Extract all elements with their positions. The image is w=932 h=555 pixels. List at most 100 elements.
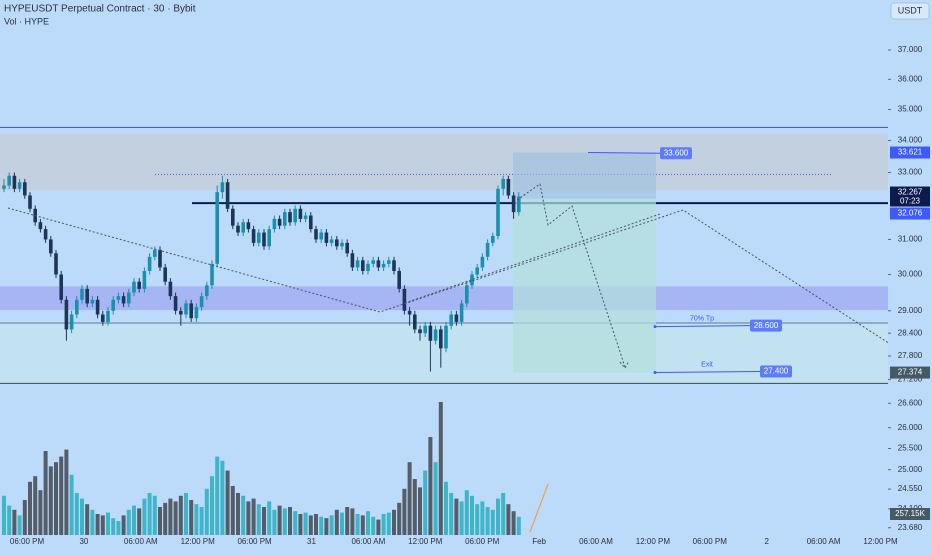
candle-body	[470, 274, 474, 286]
candle-body	[506, 178, 511, 196]
candle-body	[293, 208, 297, 223]
x-tick-label: 06:00 PM	[10, 537, 45, 546]
volume-bar	[246, 501, 251, 535]
volume-bar	[210, 476, 214, 535]
y-tick-label: 26.000	[898, 423, 923, 432]
candle-body	[69, 314, 74, 330]
currency: USDT	[898, 5, 923, 15]
volume-bar	[345, 507, 350, 535]
volume-bar	[152, 495, 157, 535]
volume-bar	[314, 514, 318, 535]
candle-body	[267, 229, 271, 247]
volume-bar	[236, 493, 240, 535]
volume-bar	[319, 516, 324, 535]
overlay: 33.600 28.600 70% Tp 27.400 Exit	[587, 147, 792, 378]
candle-body	[433, 329, 438, 341]
candle-body	[225, 182, 230, 209]
x-tick-label: 2	[764, 537, 769, 546]
x-tick-label: 12:00 PM	[863, 537, 898, 546]
candle-body	[298, 208, 303, 219]
volume-bar	[282, 508, 287, 535]
candle-body	[314, 229, 318, 240]
volume-bar	[54, 462, 58, 535]
volume-bar	[340, 512, 344, 535]
y-tick-label: 30.000	[898, 270, 923, 279]
volume-bar	[59, 456, 64, 535]
candle-body	[205, 285, 209, 297]
candle-body	[277, 218, 282, 226]
volume-bar	[459, 501, 464, 535]
candle-body	[329, 239, 334, 243]
volume-bar	[366, 511, 370, 535]
candle-body	[428, 325, 433, 341]
volume-bar	[516, 516, 521, 535]
price-marker-label: 32.267	[898, 188, 923, 197]
volume-bar	[38, 490, 43, 535]
y-tick-label: 33.000	[898, 168, 923, 177]
volume-bar	[189, 500, 194, 535]
candle-body	[345, 242, 349, 254]
candle-body	[7, 175, 11, 186]
target-connector	[587, 152, 661, 154]
volume-bar	[204, 488, 209, 535]
candle-body	[361, 260, 365, 271]
volume-bar	[475, 504, 480, 535]
candle-body	[28, 195, 32, 209]
volume-bar	[142, 498, 147, 535]
volume-bar	[69, 474, 74, 535]
candle-body	[262, 232, 266, 247]
volume-bar	[329, 515, 334, 535]
volume-bar	[288, 507, 292, 535]
countdown: 07:23	[900, 197, 921, 206]
candle-body	[449, 314, 453, 326]
volume-bar	[22, 500, 27, 535]
candle-body	[215, 192, 219, 264]
volume-bar	[100, 515, 105, 535]
candle-body	[43, 229, 48, 240]
candle-body	[371, 260, 375, 264]
candle-body	[376, 260, 381, 268]
y-tick-label: 27.200	[898, 375, 923, 384]
candle-body	[75, 299, 79, 315]
candle-body	[116, 296, 121, 300]
volume-bar	[381, 514, 386, 535]
volume-bar	[126, 509, 131, 535]
y-tick-label: 35.000	[898, 105, 923, 114]
volume-bar	[386, 512, 391, 535]
x-tick-label: 06:00 AM	[124, 537, 158, 546]
volume-bar	[464, 490, 469, 535]
volume-bar	[376, 519, 381, 535]
candle-body	[309, 215, 313, 230]
candle-body	[423, 325, 427, 334]
volume-bar	[178, 495, 183, 535]
candle-body	[64, 299, 69, 330]
candle-body	[511, 195, 516, 213]
volume-title: Vol · HYPE	[4, 16, 49, 26]
x-tick-label: 30	[79, 537, 88, 546]
candle-body	[80, 288, 84, 300]
position-reward	[513, 198, 656, 373]
volume-bar	[220, 460, 225, 535]
x-tick-label: 12:00 PM	[636, 537, 671, 546]
currency-box[interactable]	[890, 2, 930, 20]
volume-bar	[158, 507, 162, 535]
candle-body	[121, 296, 126, 304]
volume-bar	[355, 514, 360, 535]
candle-body	[387, 260, 391, 264]
target-label: 28.600	[754, 321, 779, 330]
candle-body	[236, 225, 240, 233]
y-tick-label: 34.000	[898, 136, 923, 145]
candle-body	[95, 299, 100, 315]
volume-bar	[506, 504, 511, 535]
price-marker-label: 27.374	[898, 368, 923, 377]
candle-body	[106, 310, 110, 322]
y-tick-label: 25.000	[898, 465, 923, 474]
y-tick-label: 23.680	[898, 523, 923, 532]
candle-body	[246, 222, 251, 230]
candle-body	[444, 325, 448, 349]
volume-bar	[137, 508, 142, 535]
candle-body	[324, 232, 329, 243]
volume-bar	[48, 466, 53, 535]
candle-body	[366, 263, 370, 271]
